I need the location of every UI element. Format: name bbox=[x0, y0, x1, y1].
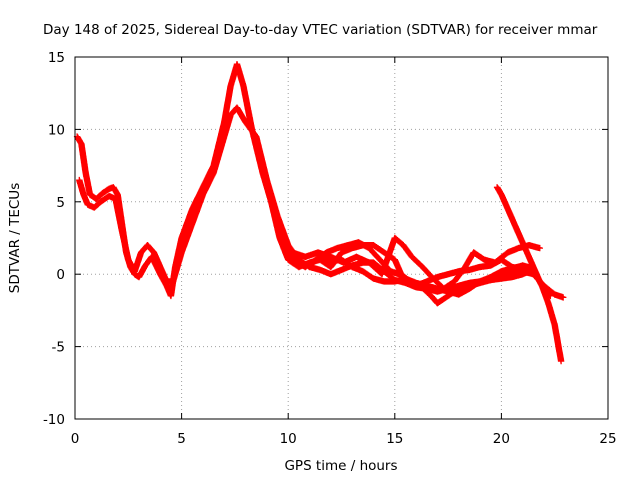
x-tick-label: 20 bbox=[493, 431, 510, 447]
series-trace-2 bbox=[76, 104, 567, 301]
x-axis-ticks: 0 5 10 15 20 25 bbox=[71, 57, 617, 447]
data-markers bbox=[73, 61, 567, 365]
series-markers bbox=[73, 61, 565, 365]
x-tick-label: 0 bbox=[71, 431, 80, 447]
plot-frame bbox=[74, 56, 609, 420]
x-tick-label: 10 bbox=[280, 431, 297, 447]
x-axis-label: GPS time / hours bbox=[284, 458, 397, 474]
y-tick-label: 0 bbox=[56, 267, 65, 283]
series-markers bbox=[295, 253, 537, 298]
y-axis-ticks: -10 -5 0 5 10 15 bbox=[43, 50, 608, 428]
series-trace-1 bbox=[73, 61, 565, 365]
y-tick-label: 15 bbox=[48, 50, 65, 66]
series-markers bbox=[493, 184, 554, 300]
series-markers bbox=[289, 234, 543, 292]
series-trace-5 bbox=[493, 184, 554, 300]
y-tick-label: 10 bbox=[48, 122, 65, 138]
x-tick-label: 25 bbox=[599, 431, 616, 447]
y-tick-label: -5 bbox=[52, 340, 65, 356]
y-tick-label: -10 bbox=[43, 412, 65, 428]
y-axis-label: SDTVAR / TECUs bbox=[7, 183, 23, 293]
chart-title: Day 148 of 2025, Sidereal Day-to-day VTE… bbox=[43, 22, 598, 38]
grid bbox=[75, 57, 608, 419]
x-tick-label: 5 bbox=[177, 431, 186, 447]
series-trace-4 bbox=[289, 234, 543, 292]
x-tick-label: 15 bbox=[386, 431, 403, 447]
series-markers bbox=[76, 104, 567, 301]
series-trace-6 bbox=[295, 253, 537, 298]
y-tick-label: 5 bbox=[56, 195, 65, 211]
